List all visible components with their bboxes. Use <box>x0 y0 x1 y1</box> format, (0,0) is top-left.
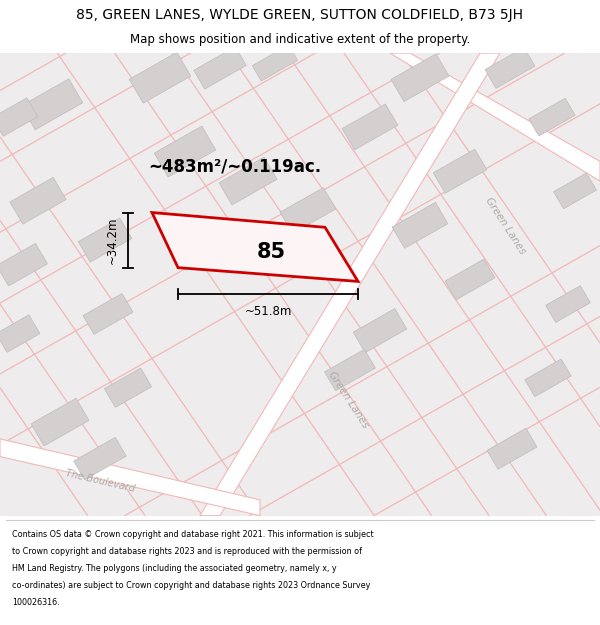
Polygon shape <box>74 438 126 480</box>
Polygon shape <box>0 315 40 352</box>
Polygon shape <box>391 54 449 102</box>
Text: 85: 85 <box>257 242 286 262</box>
Polygon shape <box>529 98 575 136</box>
Text: Map shows position and indicative extent of the property.: Map shows position and indicative extent… <box>130 33 470 46</box>
Polygon shape <box>0 439 260 516</box>
Polygon shape <box>200 53 500 516</box>
Polygon shape <box>0 98 38 136</box>
Polygon shape <box>390 53 600 181</box>
Polygon shape <box>154 126 216 177</box>
Polygon shape <box>219 157 277 205</box>
Polygon shape <box>104 368 152 408</box>
Polygon shape <box>445 259 495 300</box>
Polygon shape <box>152 213 358 281</box>
Text: co-ordinates) are subject to Crown copyright and database rights 2023 Ordnance S: co-ordinates) are subject to Crown copyr… <box>12 581 370 590</box>
Polygon shape <box>78 218 132 262</box>
Text: HM Land Registry. The polygons (including the associated geometry, namely x, y: HM Land Registry. The polygons (includin… <box>12 564 337 572</box>
Text: 100026316.: 100026316. <box>12 598 59 607</box>
Polygon shape <box>325 349 376 391</box>
Text: Green Lanes: Green Lanes <box>483 195 527 256</box>
Polygon shape <box>487 428 537 469</box>
Polygon shape <box>83 294 133 334</box>
Polygon shape <box>129 52 191 103</box>
Text: Green Lanes: Green Lanes <box>326 369 370 429</box>
Text: ~51.8m: ~51.8m <box>244 306 292 318</box>
Polygon shape <box>21 79 83 130</box>
Text: 85, GREEN LANES, WYLDE GREEN, SUTTON COLDFIELD, B73 5JH: 85, GREEN LANES, WYLDE GREEN, SUTTON COL… <box>77 8 523 22</box>
Polygon shape <box>525 359 571 397</box>
Polygon shape <box>433 149 487 193</box>
Polygon shape <box>485 48 535 88</box>
Polygon shape <box>253 45 298 81</box>
Text: to Crown copyright and database rights 2023 and is reproduced with the permissio: to Crown copyright and database rights 2… <box>12 547 362 556</box>
Polygon shape <box>353 309 407 352</box>
Text: Contains OS data © Crown copyright and database right 2021. This information is : Contains OS data © Crown copyright and d… <box>12 530 374 539</box>
Polygon shape <box>545 286 590 322</box>
Polygon shape <box>0 53 600 516</box>
Polygon shape <box>10 177 66 224</box>
Polygon shape <box>554 173 596 209</box>
Text: ~34.2m: ~34.2m <box>106 216 119 264</box>
Polygon shape <box>392 202 448 248</box>
Polygon shape <box>194 47 246 89</box>
Polygon shape <box>280 188 336 234</box>
Polygon shape <box>342 104 398 150</box>
Text: The Boulevard: The Boulevard <box>64 468 136 494</box>
Text: ~483m²/~0.119ac.: ~483m²/~0.119ac. <box>148 158 321 175</box>
Polygon shape <box>31 398 89 446</box>
Polygon shape <box>0 243 47 286</box>
